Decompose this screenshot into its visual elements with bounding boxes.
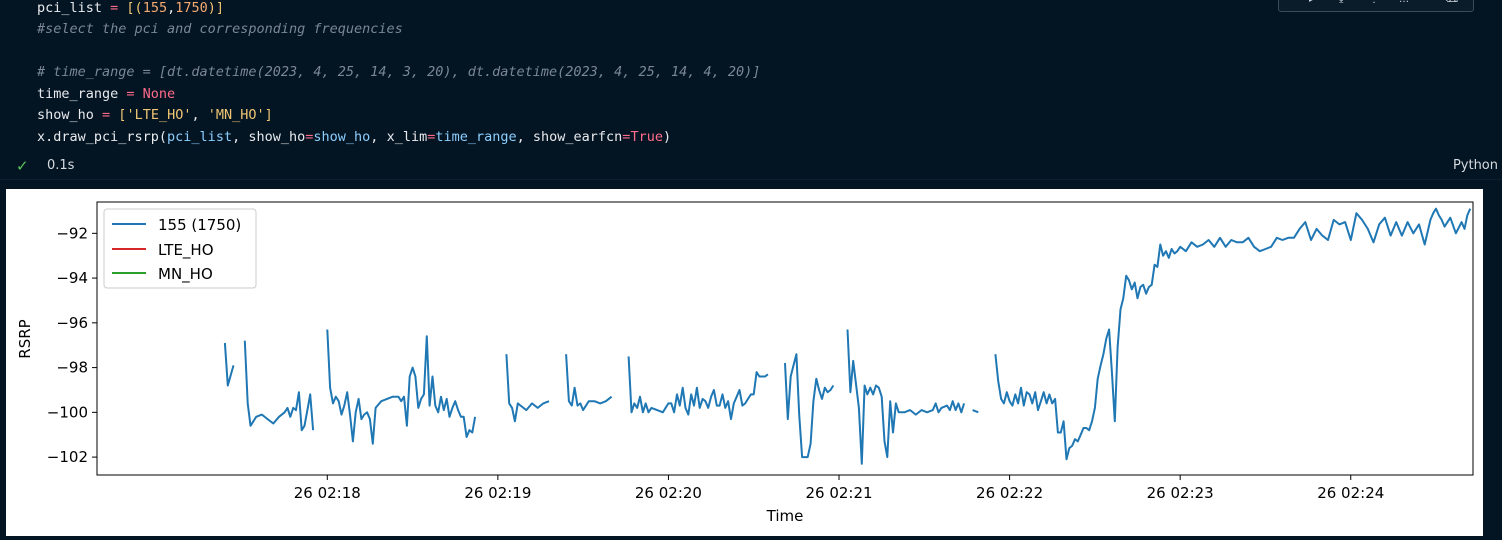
code-token: , — [191, 107, 208, 123]
code-line-1: pci_list = [(155,1750)] — [37, 0, 224, 18]
series-layer — [223, 207, 1502, 465]
code-token: , — [232, 129, 249, 145]
y-tick-label: −98 — [56, 359, 88, 377]
code-token: pci_list — [37, 0, 103, 16]
series-line-segment — [994, 207, 1472, 461]
y-axis-label: RSRP — [16, 319, 34, 358]
code-token: )] — [207, 0, 224, 16]
series-line-segment — [784, 353, 835, 459]
code-token: [( — [126, 0, 143, 16]
output-area: −92 −94 −96 −98 −100 −102 26 02:18 26 02:19 26 … — [6, 189, 1502, 536]
delete-icon[interactable]: ⌫ — [1444, 0, 1458, 5]
plot-frame — [96, 201, 1474, 476]
code-token: show_earfcn — [532, 129, 623, 145]
legend: 155 (1750) LTE_HO MN_HO — [103, 208, 257, 289]
code-token: pci_list — [167, 129, 233, 145]
code-token: 1750 — [175, 0, 208, 16]
code-token: x.draw_pci_rsrp( — [37, 129, 168, 145]
series-line-segment — [223, 342, 235, 387]
code-line-2: #select the pci and corresponding freque… — [37, 21, 403, 37]
y-tick-label: −96 — [56, 314, 88, 332]
check-icon: ✓ — [16, 157, 29, 175]
code-token: None — [142, 86, 176, 102]
execution-status: ✓ 0.1s Python — [0, 156, 1502, 178]
code-token: = — [118, 86, 143, 102]
y-tick-label: −102 — [47, 448, 88, 466]
legend-label-mn-ho: MN_HO — [158, 265, 213, 284]
code-token: , — [516, 129, 533, 145]
code-token: 'MN_HO' — [207, 107, 265, 123]
code-token: = — [93, 107, 119, 123]
run-by-line-icon[interactable]: ▸ — [1309, 0, 1321, 5]
code-cell[interactable]: ▸ ⤓ ⋮ … ⌫ pci_list = [(155,1750)] #selec… — [0, 0, 1502, 180]
code-token: = — [305, 129, 314, 145]
series-line-segment — [565, 354, 613, 412]
x-axis-label: Time — [766, 507, 804, 525]
x-tick-label: 26 02:23 — [1147, 484, 1214, 502]
code-token: show_ho — [248, 129, 306, 145]
more-icon[interactable]: … — [1399, 0, 1411, 5]
cell-divider — [0, 179, 1502, 180]
code-token: x_lim — [386, 129, 428, 145]
code-token: show_ho — [313, 129, 371, 145]
kernel-language[interactable]: Python — [1452, 158, 1498, 173]
code-token: 155 — [142, 0, 168, 16]
series-line-segment — [243, 340, 315, 432]
series-line-segment — [627, 356, 769, 421]
x-tick-label: 26 02:22 — [976, 484, 1043, 502]
y-tick-label: −100 — [47, 403, 88, 421]
code-line-5: time_range = None — [37, 84, 175, 104]
legend-box — [103, 208, 257, 289]
legend-label-lte-ho: LTE_HO — [158, 241, 214, 260]
rsrp-chart: −92−94−96−98−100−102 26 02:18 26 02:19 26 … — [16, 201, 1502, 525]
code-token: True — [630, 129, 663, 145]
code-token: = — [102, 0, 127, 16]
series-line-segment — [846, 329, 966, 465]
code-token: , — [370, 129, 387, 145]
code-token: = — [622, 129, 631, 145]
code-token: time_range — [435, 129, 517, 145]
x-tick-label: 26 02:19 — [464, 484, 531, 502]
y-tick-label: −94 — [56, 269, 88, 287]
x-tick-label: 26 02:20 — [635, 484, 702, 502]
code-token: time_range — [37, 86, 119, 102]
series-line-segment — [505, 354, 550, 423]
x-tick-label: 26 02:21 — [805, 484, 872, 502]
series-line-segment — [326, 329, 477, 445]
code-token: show_ho — [37, 107, 94, 123]
x-tick-label: 26 02:18 — [294, 484, 361, 502]
code-token: [ — [118, 107, 127, 123]
code-token: ) — [662, 129, 672, 145]
cell-toolbar[interactable]: ▸ ⤓ ⋮ … ⌫ — [1278, 0, 1474, 12]
y-ticks: −92 −94 −96 −98 −100 −102 — [47, 224, 97, 466]
x-ticks: 26 02:18 26 02:19 26 02:20 26 02:21 26 02:22… — [294, 475, 1502, 502]
code-token: 'LTE_HO' — [126, 107, 192, 123]
code-token: = — [427, 129, 436, 145]
code-line-4: # time_range = [dt.datetime(2023, 4, 25,… — [37, 64, 761, 80]
run-below-icon[interactable]: ⤓ — [1339, 0, 1351, 5]
code-line-7: x.draw_pci_rsrp(pci_list, show_ho=show_h… — [37, 127, 671, 147]
x-tick-label: 26 02:24 — [1317, 484, 1384, 502]
series-line-segment — [972, 409, 979, 414]
legend-label-155: 155 (1750) — [158, 216, 241, 234]
split-icon[interactable]: ⋮ — [1369, 0, 1381, 5]
code-token: ] — [264, 107, 273, 123]
code-token: , — [167, 0, 176, 16]
code-line-6: show_ho = ['LTE_HO', 'MN_HO'] — [37, 105, 273, 125]
y-tick-label: −92 — [56, 224, 88, 242]
execution-time: 0.1s — [47, 158, 75, 173]
